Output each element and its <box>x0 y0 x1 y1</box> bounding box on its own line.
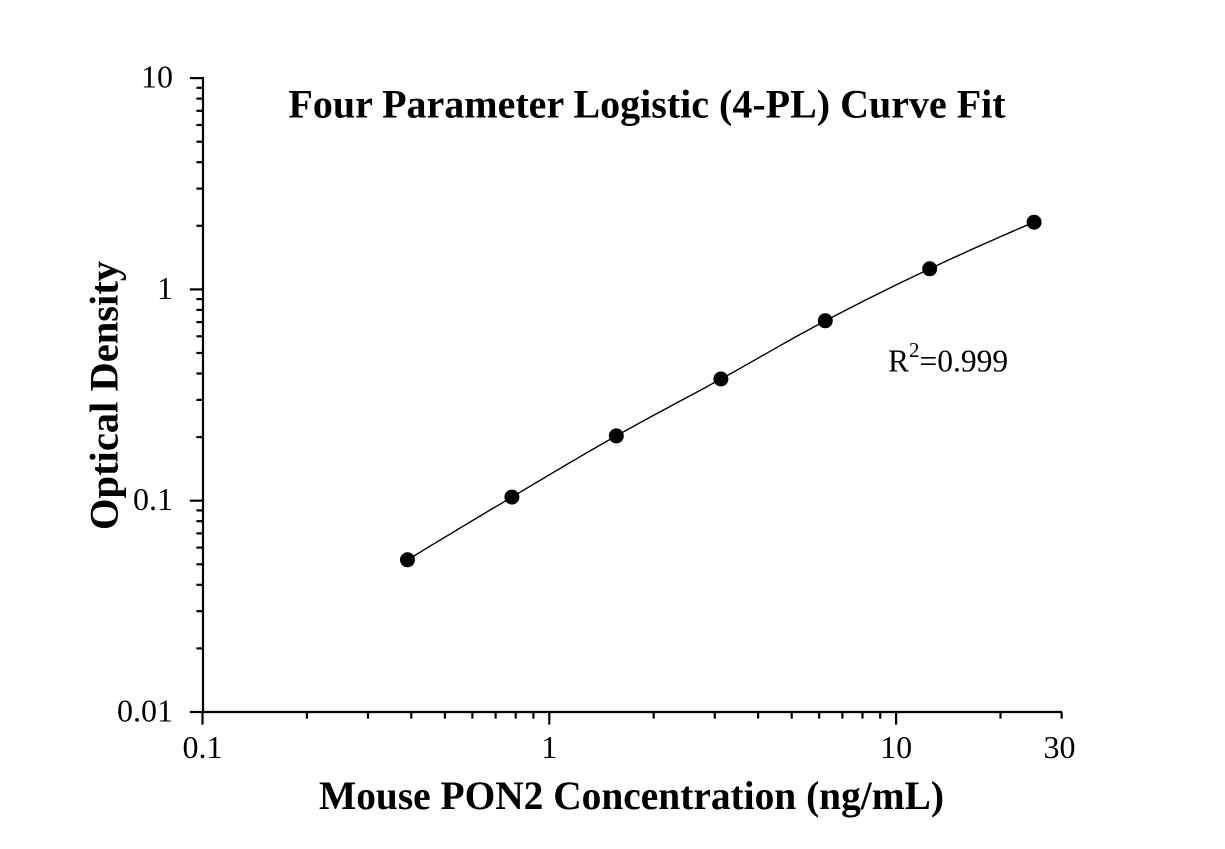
svg-text:1: 1 <box>541 729 557 765</box>
svg-text:1: 1 <box>157 270 173 306</box>
svg-text:Mouse PON2 Concentration (ng/m: Mouse PON2 Concentration (ng/mL) <box>319 773 944 818</box>
svg-text:30: 30 <box>1044 729 1076 765</box>
svg-text:10: 10 <box>141 59 173 95</box>
svg-text:0.1: 0.1 <box>133 481 173 517</box>
svg-text:Four Parameter Logistic (4-PL): Four Parameter Logistic (4-PL) Curve Fit <box>288 81 1006 126</box>
svg-text:0.01: 0.01 <box>117 693 173 729</box>
svg-text:R2=0.999: R2=0.999 <box>888 338 1008 379</box>
svg-text:10: 10 <box>880 729 912 765</box>
svg-text:Optical Density: Optical Density <box>81 261 126 530</box>
svg-text:0.1: 0.1 <box>183 729 223 765</box>
